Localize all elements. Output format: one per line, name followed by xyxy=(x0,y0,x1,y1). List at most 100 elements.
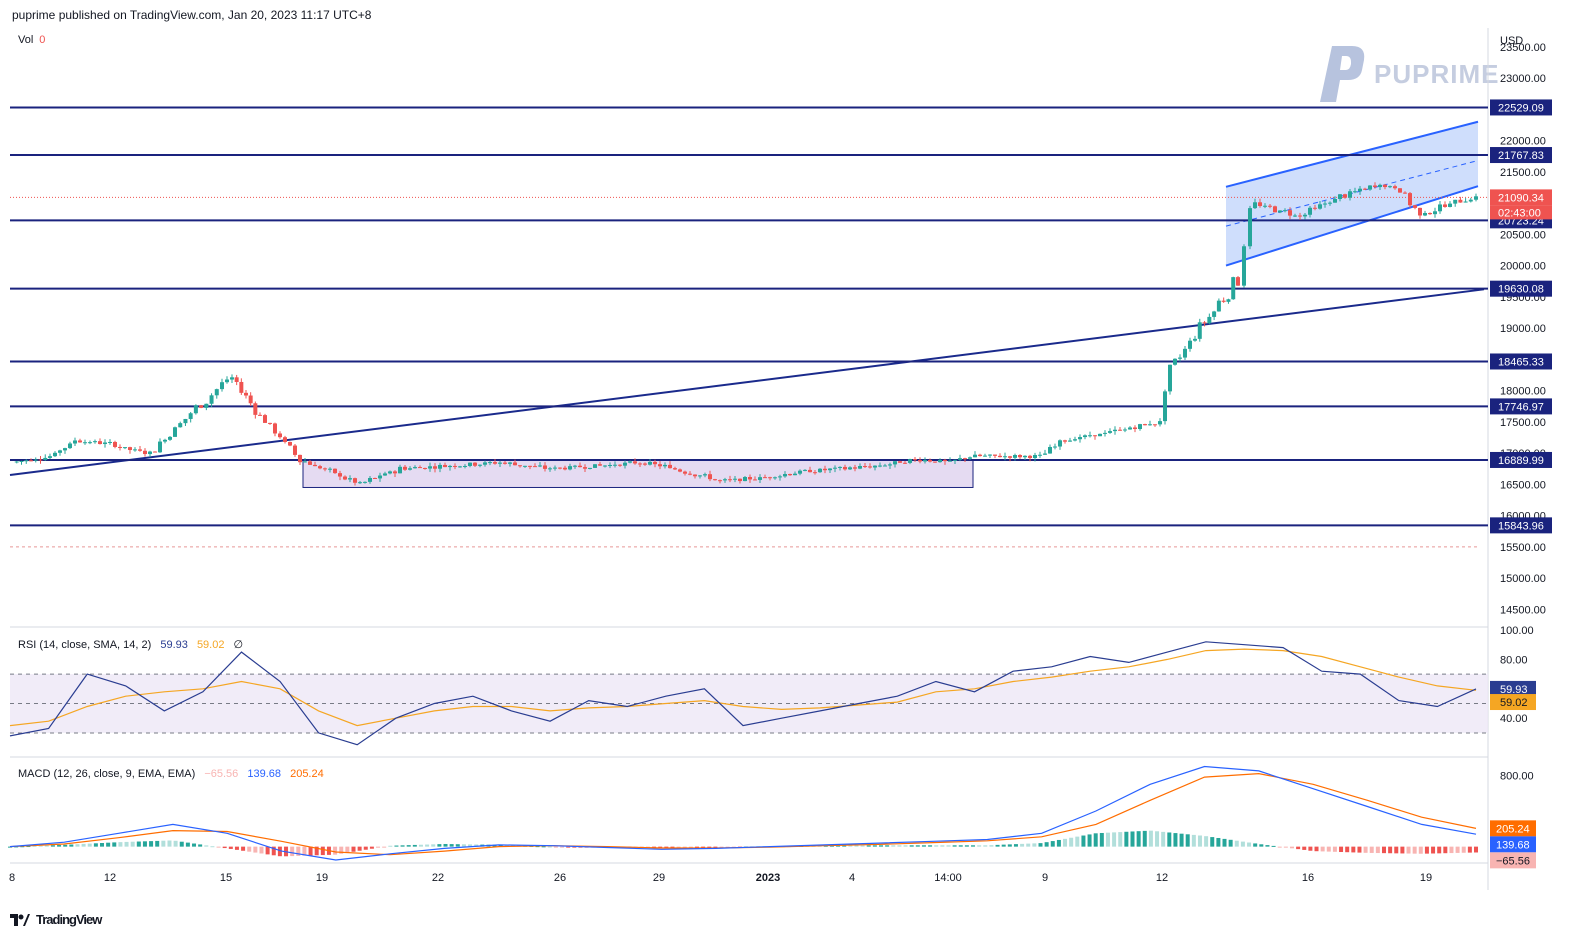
candle-body xyxy=(93,441,97,443)
level-price-tag-text: 16889.99 xyxy=(1498,455,1544,467)
macd-histogram-bar xyxy=(179,841,184,847)
macd-histogram-bar xyxy=(897,845,902,847)
macd-histogram-bar xyxy=(1026,843,1031,847)
price-tick-label: 23000.00 xyxy=(1500,73,1546,85)
candle-body xyxy=(463,465,467,467)
candle-body xyxy=(1363,188,1367,190)
macd-histogram-bar xyxy=(682,846,687,848)
macd-histogram-bar xyxy=(1394,846,1399,854)
candle-body xyxy=(220,382,224,390)
macd-histogram-bar xyxy=(860,845,865,847)
candle-body xyxy=(1128,427,1132,430)
macd-histogram-bar xyxy=(1388,846,1393,854)
candle-body xyxy=(1212,311,1217,317)
candle-body xyxy=(903,462,907,464)
macd-histogram-bar xyxy=(1461,846,1466,853)
candle-body xyxy=(1108,431,1112,433)
macd-histogram-bar xyxy=(210,846,215,848)
candle-body xyxy=(1078,437,1082,440)
macd-histogram-bar xyxy=(1173,833,1178,847)
candle-body xyxy=(19,460,24,462)
macd-histogram-bar xyxy=(1093,833,1098,847)
candle-body xyxy=(283,437,287,442)
macd-legend-hist: −65.56 xyxy=(204,768,239,780)
candle-body xyxy=(1168,364,1172,392)
candle-body xyxy=(1028,455,1032,459)
macd-histogram-bar xyxy=(241,846,246,851)
time-tick-label: 26 xyxy=(554,872,566,884)
candle-body xyxy=(358,482,362,484)
macd-histogram-bar xyxy=(725,846,730,848)
vol-label: Vol xyxy=(18,34,34,46)
macd-histogram-bar xyxy=(124,841,129,847)
candle-body xyxy=(413,467,417,469)
level-price-tag-bg xyxy=(1490,398,1552,415)
macd-legend-macd: 139.68 xyxy=(247,768,282,780)
candle-body xyxy=(353,478,357,483)
price-tick-label: 23500.00 xyxy=(1500,42,1546,54)
candle-body xyxy=(1058,440,1062,447)
macd-histogram-bar xyxy=(369,846,374,849)
candle-body xyxy=(1318,204,1322,209)
candle-body xyxy=(1333,198,1337,203)
candle-body xyxy=(933,461,937,463)
candle-body xyxy=(763,477,767,479)
candle-body xyxy=(943,459,947,462)
macd-histogram-bar xyxy=(964,845,969,847)
macd-histogram-bar xyxy=(1099,832,1104,847)
macd-histogram-bar xyxy=(106,842,111,847)
candle-body xyxy=(498,462,502,464)
candle-body xyxy=(1053,446,1057,448)
macd-histogram-bar xyxy=(1234,840,1239,847)
rsi-sma-tag-text: 59.02 xyxy=(1500,697,1528,709)
candle-body xyxy=(1373,185,1377,188)
candle-body xyxy=(783,474,787,477)
time-tick-label: 2023 xyxy=(756,872,780,884)
candle-body xyxy=(678,469,682,472)
macd-histogram-bar xyxy=(1247,842,1252,847)
candle-body xyxy=(853,467,857,469)
macd-histogram-bar xyxy=(302,846,307,856)
candle-body xyxy=(363,481,367,483)
candle-body xyxy=(658,464,662,467)
candle-body xyxy=(953,459,957,461)
candle-body xyxy=(838,466,842,468)
candle-body xyxy=(628,461,632,463)
candle-body xyxy=(298,454,302,463)
macd-hist-tag-bg xyxy=(1490,852,1536,869)
consolidation-box xyxy=(302,459,974,488)
rsi-sma-tag-bg xyxy=(1490,694,1536,711)
candle-body xyxy=(163,439,167,442)
macd-histogram-bar xyxy=(1277,846,1282,848)
candle-body xyxy=(673,468,677,470)
candle-body xyxy=(1308,207,1312,215)
level-price-tag-text: 19630.08 xyxy=(1498,284,1544,296)
candle-body xyxy=(88,442,92,444)
macd-histogram-bar xyxy=(958,845,963,847)
candle-body xyxy=(293,445,297,455)
level-price-tag-bg xyxy=(1490,147,1552,164)
candle-body xyxy=(1207,316,1212,324)
candle-body xyxy=(1236,277,1240,286)
macd-histogram-bar xyxy=(63,844,68,847)
macd-histogram-bar xyxy=(1038,843,1043,847)
candle-body xyxy=(1173,358,1177,365)
candle-body xyxy=(178,423,183,428)
candle-body xyxy=(908,459,912,463)
macd-histogram-bar xyxy=(1161,831,1166,847)
candle-body xyxy=(553,467,557,469)
macd-histogram-bar xyxy=(418,844,423,847)
candle-body xyxy=(533,466,537,468)
candle-body xyxy=(503,462,507,464)
macd-histogram-bar xyxy=(161,840,166,847)
macd-histogram-bar xyxy=(406,845,411,847)
macd-histogram-bar xyxy=(333,846,338,855)
macd-histogram-bar xyxy=(676,846,681,848)
candle-body xyxy=(538,465,542,467)
macd-histogram-bar xyxy=(142,841,147,847)
macd-histogram-bar xyxy=(382,846,387,848)
candle-body xyxy=(1231,277,1236,300)
candle-body xyxy=(623,462,627,466)
macd-histogram-bar xyxy=(1443,846,1448,854)
